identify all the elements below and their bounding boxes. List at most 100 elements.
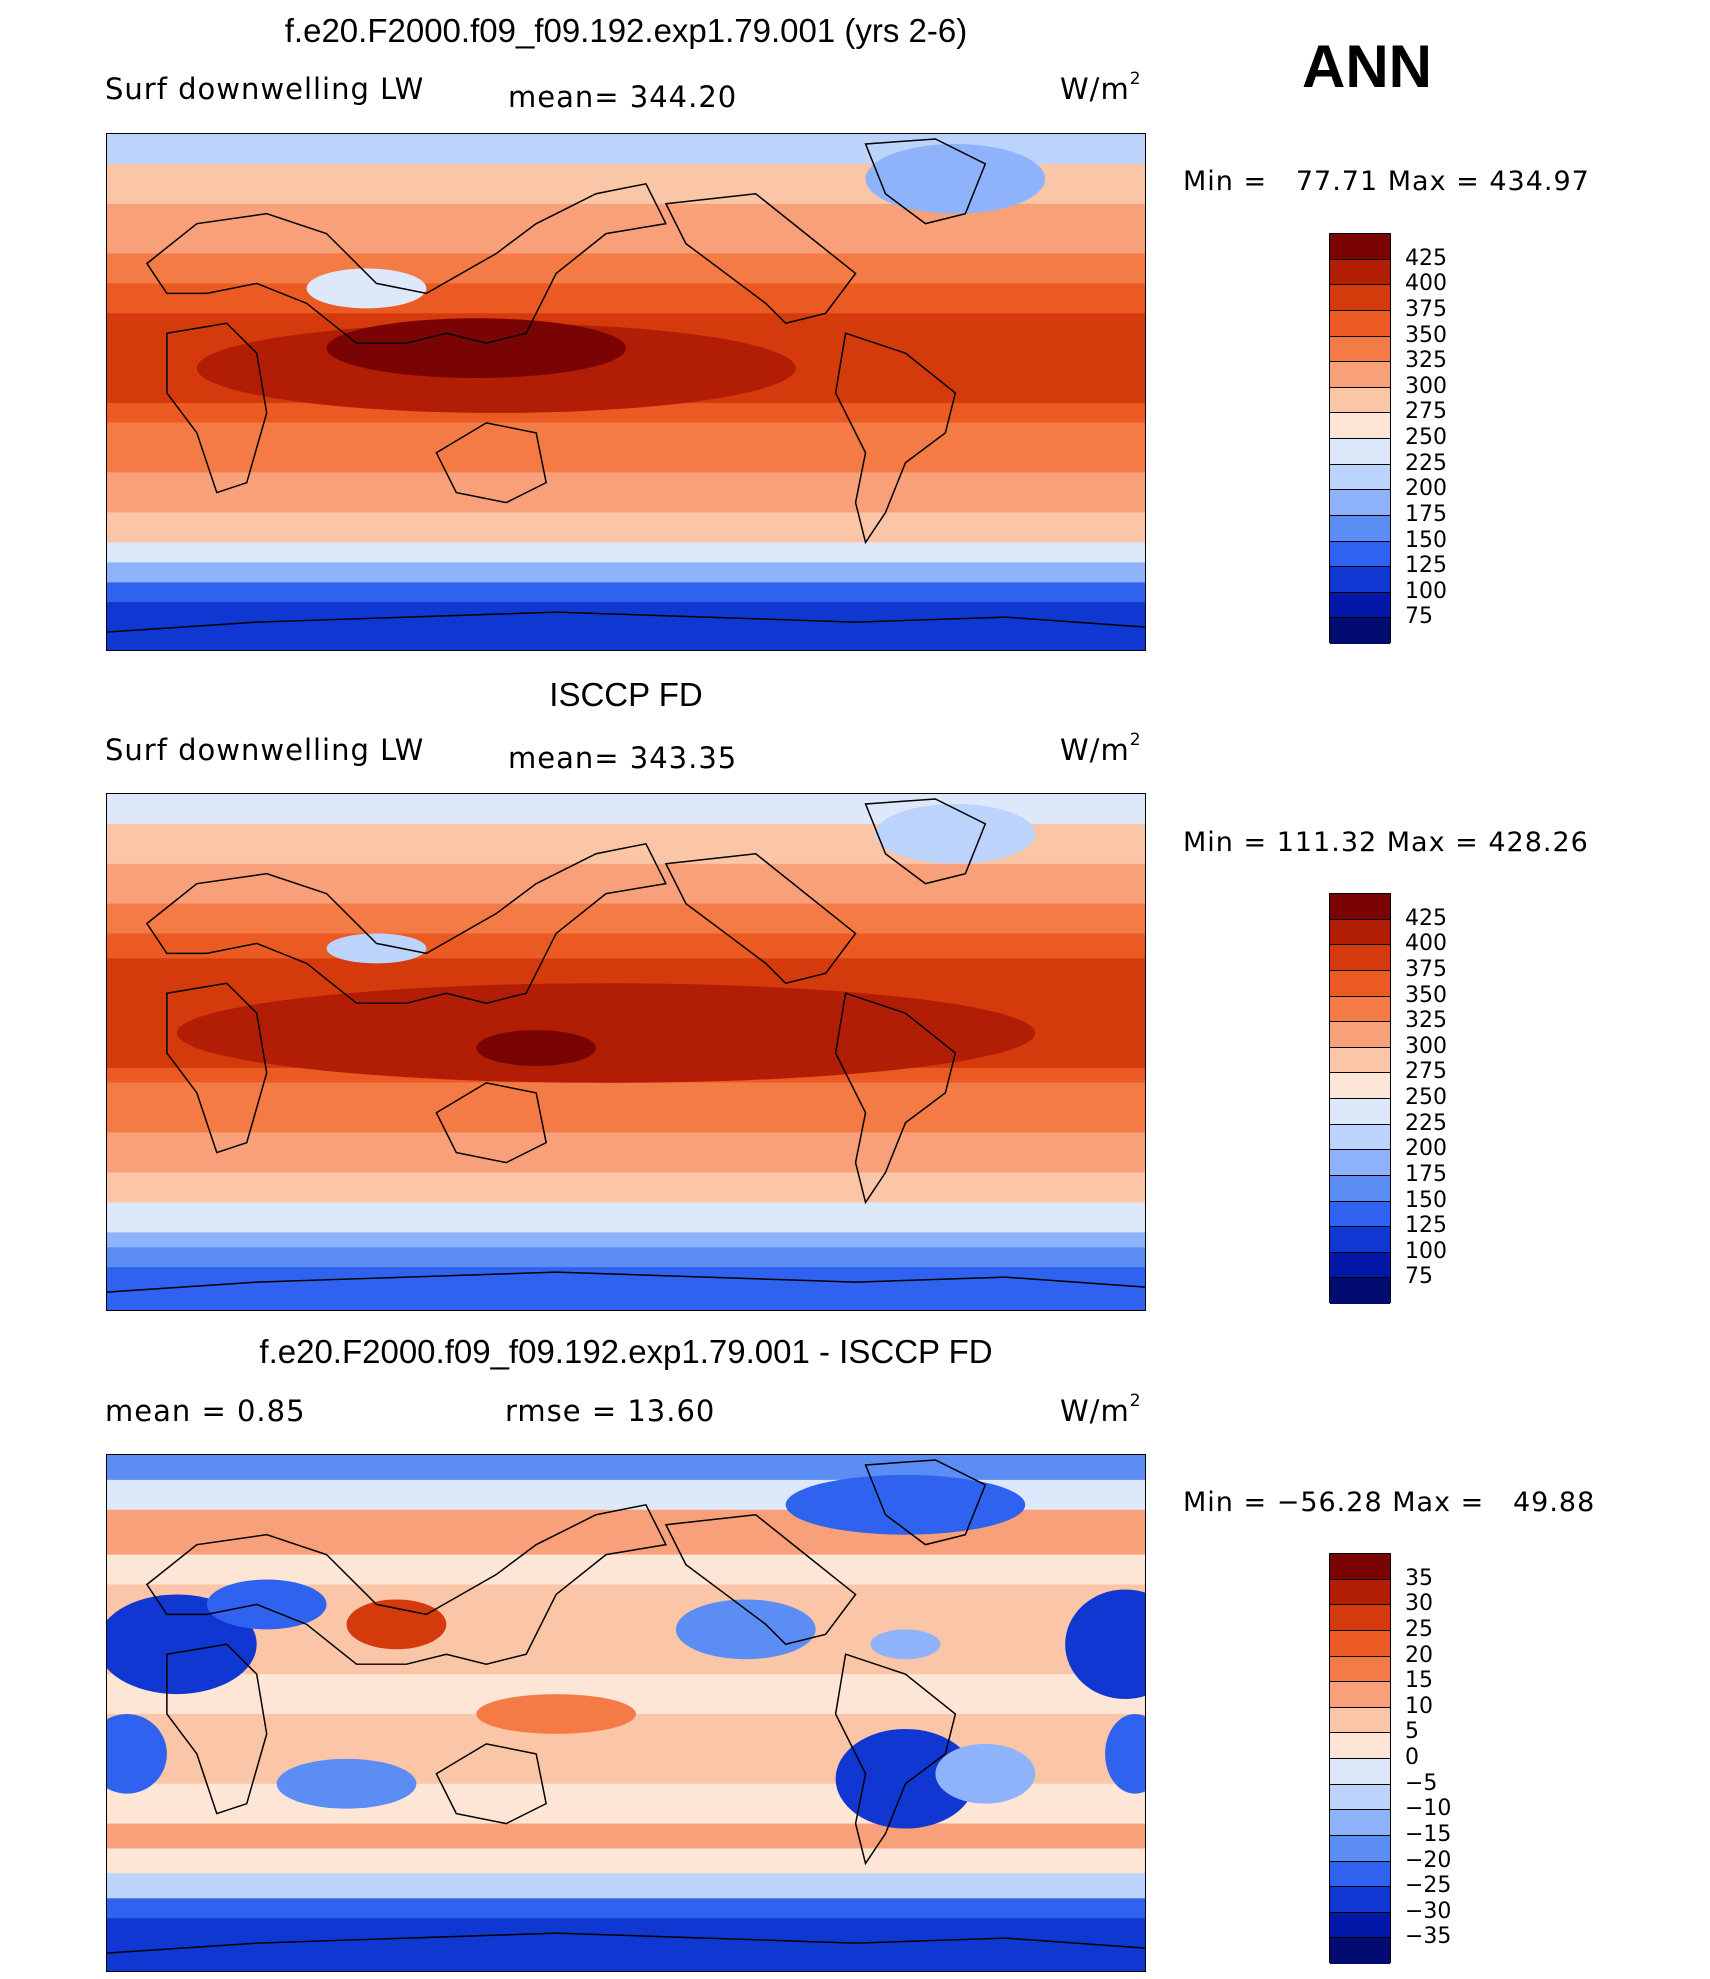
panel3-mean-label: mean = 0.85: [105, 1394, 306, 1428]
colorbar-segment: [1330, 285, 1390, 311]
colorbar-segment: [1330, 1201, 1390, 1228]
colorbar-tick-label: 75: [1405, 1264, 1433, 1290]
colorbar-segment: [1330, 996, 1390, 1023]
colorbar-segment: [1330, 1682, 1390, 1708]
panel2-colorbar: [1329, 893, 1391, 1304]
colorbar-segment: [1330, 970, 1390, 997]
panel2-minmax: Min = 111.32 Max = 428.26: [1183, 827, 1589, 858]
panel1-title: f.e20.F2000.f09_f09.192.exp1.79.001 (yrs…: [284, 12, 968, 49]
colorbar-segment: [1330, 1124, 1390, 1151]
colorbar-segment: [1330, 464, 1390, 491]
colorbar-tick-label: 35: [1405, 1565, 1433, 1591]
colorbar-segment: [1330, 259, 1390, 286]
colorbar-tick-label: −15: [1405, 1821, 1452, 1847]
colorbar-tick-label: 20: [1405, 1642, 1433, 1668]
colorbar-tick-label: 150: [1405, 1187, 1447, 1213]
colorbar-tick-label: 200: [1405, 476, 1447, 502]
colorbar-tick-label: 300: [1405, 1033, 1447, 1059]
panel3-minmax: Min = −56.28 Max = 49.88: [1183, 1487, 1596, 1518]
colorbar-segment: [1330, 310, 1390, 337]
colorbar-segment: [1330, 919, 1390, 946]
colorbar-segment: [1330, 1047, 1390, 1074]
colorbar-segment: [1330, 413, 1390, 439]
colorbar-segment: [1330, 1938, 1390, 1964]
colorbar-tick-label: 30: [1405, 1591, 1433, 1617]
colorbar-tick-label: 125: [1405, 553, 1447, 579]
colorbar-tick-label: −35: [1405, 1924, 1452, 1950]
colorbar-tick-label: 425: [1405, 905, 1447, 931]
colorbar-segment: [1330, 1861, 1390, 1888]
panel1-variable-label: Surf downwelling LW: [105, 72, 425, 106]
colorbar-tick-label: 325: [1405, 1008, 1447, 1034]
panel1-model-map: [106, 133, 1146, 651]
colorbar-segment: [1330, 490, 1390, 516]
colorbar-segment: [1330, 1733, 1390, 1759]
colorbar-tick-label: 400: [1405, 271, 1447, 297]
colorbar-tick-label: 400: [1405, 931, 1447, 957]
panel3-colorbar: [1329, 1553, 1391, 1964]
panel2-variable-label: Surf downwelling LW: [105, 733, 425, 767]
colorbar-segment: [1330, 618, 1390, 644]
panel3-rmse-label: rmse = 13.60: [505, 1394, 716, 1428]
colorbar-segment: [1330, 541, 1390, 568]
colorbar-segment: [1330, 1656, 1390, 1683]
colorbar-tick-label: 75: [1405, 604, 1433, 630]
colorbar-tick-label: 100: [1405, 1238, 1447, 1264]
colorbar-segment: [1330, 1579, 1390, 1606]
panel3-units: W/m2: [1060, 1391, 1142, 1428]
colorbar-segment: [1330, 362, 1390, 388]
colorbar-tick-label: 175: [1405, 501, 1447, 527]
colorbar-tick-label: −10: [1405, 1796, 1452, 1822]
colorbar-tick-label: −30: [1405, 1898, 1452, 1924]
colorbar-segment: [1330, 1759, 1390, 1785]
panel1-units: W/m2: [1060, 69, 1142, 106]
colorbar-tick-label: 100: [1405, 578, 1447, 604]
panel3-difference-map: [106, 1454, 1146, 1972]
colorbar-tick-label: 10: [1405, 1693, 1433, 1719]
colorbar-tick-label: 375: [1405, 296, 1447, 322]
panel2-mean-label: mean= 343.35: [508, 741, 738, 775]
colorbar-segment: [1330, 1175, 1390, 1202]
colorbar-tick-label: 15: [1405, 1668, 1433, 1694]
colorbar-tick-label: 325: [1405, 348, 1447, 374]
panel1-colorbar: [1329, 233, 1391, 644]
panel1-minmax: Min = 77.71 Max = 434.97: [1183, 166, 1590, 197]
colorbar-segment: [1330, 387, 1390, 414]
colorbar-tick-label: 175: [1405, 1161, 1447, 1187]
panel2-observation-map: [106, 793, 1146, 1311]
colorbar-segment: [1330, 439, 1390, 465]
colorbar-segment: [1330, 336, 1390, 363]
colorbar-tick-label: 5: [1405, 1719, 1419, 1745]
colorbar-tick-label: 250: [1405, 425, 1447, 450]
colorbar-segment: [1330, 1835, 1390, 1862]
colorbar-tick-label: 225: [1405, 1110, 1447, 1136]
colorbar-segment: [1330, 1022, 1390, 1048]
colorbar-segment: [1330, 1887, 1390, 1913]
colorbar-tick-label: −5: [1405, 1770, 1438, 1796]
colorbar-segment: [1330, 1605, 1390, 1631]
colorbar-segment: [1330, 1227, 1390, 1253]
colorbar-segment: [1330, 1630, 1390, 1657]
colorbar-segment: [1330, 1554, 1390, 1580]
colorbar-tick-label: 300: [1405, 373, 1447, 399]
colorbar-tick-label: 225: [1405, 450, 1447, 476]
colorbar-tick-label: 375: [1405, 956, 1447, 982]
colorbar-segment: [1330, 567, 1390, 593]
colorbar-tick-label: 350: [1405, 982, 1447, 1008]
colorbar-segment: [1330, 1073, 1390, 1099]
colorbar-segment: [1330, 234, 1390, 260]
colorbar-tick-label: 25: [1405, 1616, 1433, 1642]
colorbar-tick-label: 0: [1405, 1745, 1419, 1770]
colorbar-segment: [1330, 1784, 1390, 1811]
colorbar-tick-label: 150: [1405, 527, 1447, 553]
panel2-title: ISCCP FD: [549, 676, 703, 713]
colorbar-segment: [1330, 1278, 1390, 1304]
colorbar-tick-label: 250: [1405, 1085, 1447, 1110]
colorbar-tick-label: 425: [1405, 245, 1447, 271]
colorbar-tick-label: 275: [1405, 1059, 1447, 1085]
colorbar-tick-label: 200: [1405, 1136, 1447, 1162]
colorbar-segment: [1330, 1099, 1390, 1125]
colorbar-segment: [1330, 894, 1390, 920]
panel3-title: f.e20.F2000.f09_f09.192.exp1.79.001 - IS…: [259, 1333, 993, 1370]
colorbar-segment: [1330, 1252, 1390, 1279]
